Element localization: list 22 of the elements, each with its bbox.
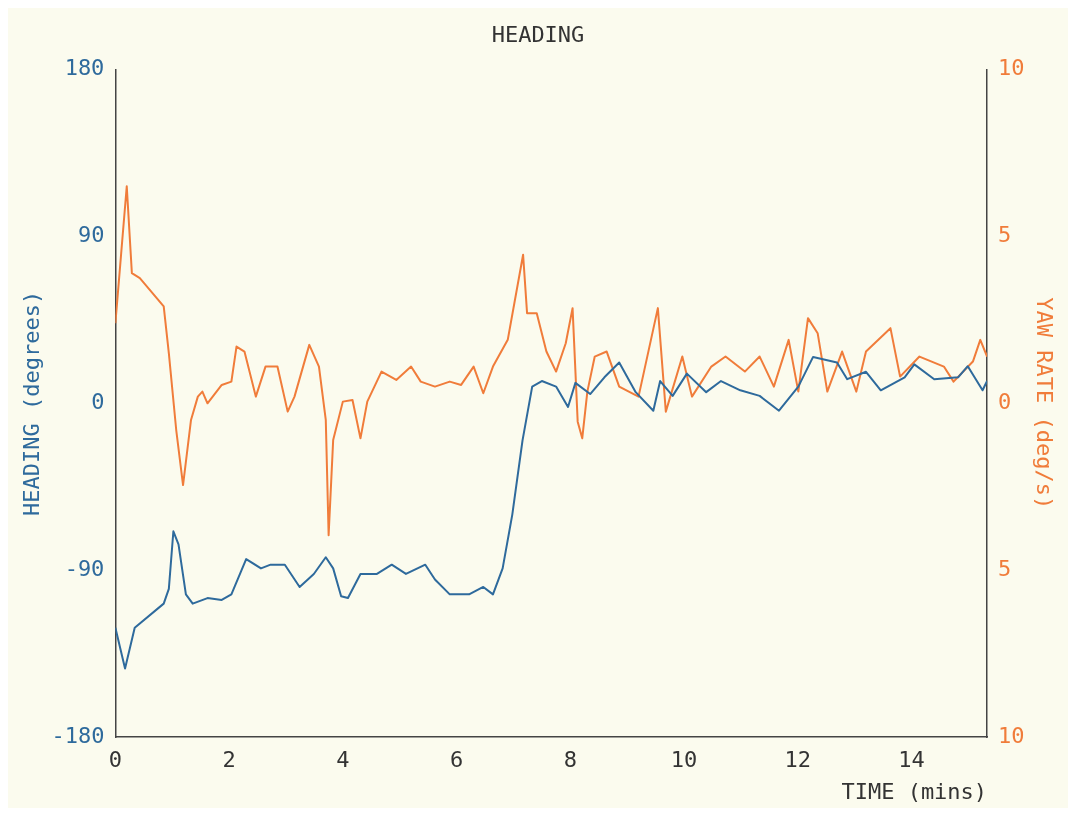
y2-tick-label: 10 <box>998 722 1025 748</box>
x-tick-label: 0 <box>108 747 123 773</box>
y-tick-label: -180 <box>51 722 105 748</box>
y-tick-label: 0 <box>91 389 105 415</box>
y-axis-title: HEADING (degrees) <box>18 290 44 516</box>
x-tick-label: 12 <box>784 747 811 773</box>
y2-tick-label: 10 <box>998 55 1025 81</box>
x-tick-label: 8 <box>563 747 577 773</box>
x-axis-title: TIME (mins) <box>841 778 988 804</box>
y2-axis-title: YAW RATE (deg/s) <box>1032 297 1058 510</box>
y2-tick-label: 5 <box>998 555 1012 581</box>
y2-tick-label: 5 <box>998 222 1012 248</box>
y-tick-label: 180 <box>64 55 105 81</box>
x-tick-label: 14 <box>898 747 925 773</box>
x-tick-label: 10 <box>670 747 698 773</box>
y2-tick-label: 0 <box>998 389 1012 415</box>
x-tick-label: 2 <box>222 747 236 773</box>
x-tick-label: 4 <box>336 747 350 773</box>
x-tick-label: 6 <box>449 747 464 773</box>
y-tick-label: -90 <box>64 555 105 581</box>
chart-title: HEADING <box>491 21 585 47</box>
y-tick-label: 90 <box>77 222 105 248</box>
